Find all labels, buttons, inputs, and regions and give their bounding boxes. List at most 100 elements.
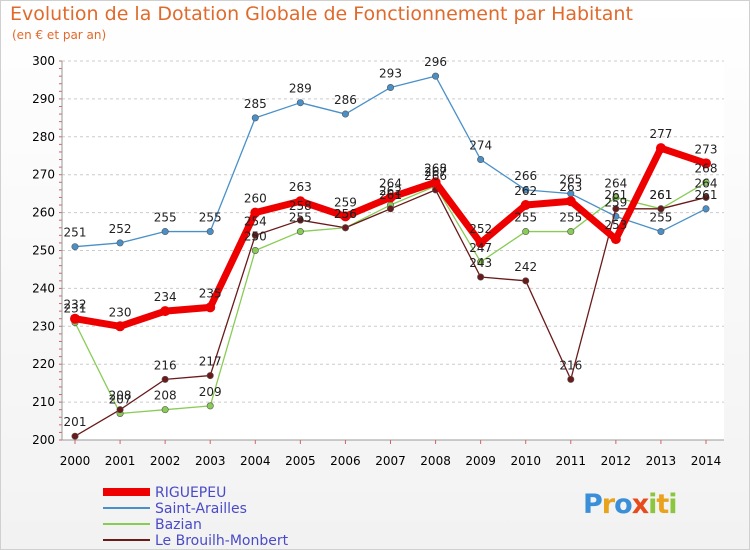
data-point — [477, 273, 485, 281]
data-label: 274 — [469, 139, 492, 153]
data-label: 234 — [154, 290, 177, 304]
data-point — [655, 143, 666, 154]
data-point — [160, 306, 171, 317]
data-label: 230 — [109, 305, 132, 319]
data-label: 261 — [695, 188, 718, 202]
data-point — [341, 110, 349, 118]
data-label: 263 — [559, 180, 582, 194]
data-point — [251, 231, 259, 239]
data-point — [522, 228, 530, 236]
data-point — [475, 237, 486, 248]
data-label: 201 — [64, 415, 87, 429]
data-label: 255 — [559, 211, 582, 225]
data-label: 264 — [604, 176, 627, 190]
data-point — [161, 375, 169, 383]
logo-letter: i — [668, 489, 677, 520]
data-point — [251, 247, 259, 255]
x-tick-label: 2011 — [556, 454, 587, 468]
data-point — [522, 277, 530, 285]
chart-title: Evolution de la Dotation Globale de Fonc… — [10, 3, 633, 25]
x-tick-label: 2009 — [465, 454, 496, 468]
y-tick-label: 280 — [32, 130, 55, 144]
data-point — [386, 84, 394, 92]
data-label: 255 — [514, 211, 537, 225]
data-label: 256 — [334, 207, 357, 221]
data-label: 251 — [64, 226, 87, 240]
data-label: 255 — [649, 211, 672, 225]
data-point — [205, 302, 216, 313]
data-point — [520, 200, 531, 211]
data-point — [295, 196, 306, 207]
legend-label: Bazian — [155, 517, 202, 533]
data-label: 289 — [289, 82, 312, 96]
x-tick-label: 2006 — [330, 454, 361, 468]
data-label: 261 — [649, 188, 672, 202]
data-label: 252 — [109, 222, 132, 236]
data-point — [250, 207, 261, 218]
data-label: 258 — [289, 199, 312, 213]
data-label: 216 — [154, 358, 177, 372]
chart-subtitle: (en € et par an) — [12, 28, 107, 42]
data-point — [206, 228, 214, 236]
data-label: 207 — [109, 392, 132, 406]
series-layer — [70, 72, 711, 440]
x-tick-label: 2014 — [691, 454, 722, 468]
data-label: 264 — [379, 176, 402, 190]
x-tick-label: 2008 — [420, 454, 451, 468]
data-point — [161, 228, 169, 236]
data-point — [702, 193, 710, 201]
data-label: 262 — [514, 184, 537, 198]
data-label: 247 — [469, 241, 492, 255]
data-point — [340, 211, 351, 222]
data-point — [610, 234, 621, 245]
data-label: 293 — [379, 67, 402, 81]
data-point — [385, 192, 396, 203]
logo-letter: x — [631, 489, 649, 520]
data-point — [71, 243, 79, 251]
legend-label: RIGUEPEU — [155, 485, 226, 501]
data-label: 208 — [109, 389, 132, 403]
data-point — [477, 156, 485, 164]
data-label: 231 — [64, 302, 87, 316]
data-point — [657, 205, 665, 213]
legend-label: Le Brouilh-Monbert — [155, 533, 289, 549]
x-tick-label: 2001 — [105, 454, 136, 468]
logo-letter: i — [648, 489, 657, 520]
x-tick-label: 2003 — [195, 454, 226, 468]
data-point — [161, 406, 169, 414]
data-label: 273 — [695, 142, 718, 156]
data-label: 261 — [649, 188, 672, 202]
data-point — [522, 186, 530, 194]
logo-letter: P — [583, 489, 603, 520]
data-point — [657, 228, 665, 236]
data-point — [701, 158, 711, 169]
data-point — [70, 313, 80, 324]
proxiti-logo: Proxiti — [583, 489, 678, 520]
data-point — [567, 375, 575, 383]
data-label: 268 — [424, 161, 447, 175]
axes: 200 210 220 230 240 250 260 270 280 290 300 2000 200… — [32, 54, 724, 468]
data-point — [565, 196, 576, 207]
y-tick-label: 240 — [32, 281, 55, 295]
data-label: 253 — [604, 218, 627, 232]
data-point — [115, 321, 126, 332]
data-label: 262 — [379, 184, 402, 198]
data-point — [567, 228, 575, 236]
data-label: 208 — [154, 389, 177, 403]
logo-letter: r — [601, 489, 615, 520]
data-label: 255 — [199, 211, 222, 225]
data-label: 264 — [695, 176, 718, 190]
data-label: 250 — [244, 230, 267, 244]
data-label: 266 — [514, 169, 537, 183]
data-point — [116, 406, 124, 414]
x-tick-label: 2010 — [510, 454, 541, 468]
data-label: 267 — [424, 165, 447, 179]
data-point — [71, 432, 79, 440]
data-label: 261 — [379, 188, 402, 202]
x-tick-label: 2002 — [150, 454, 181, 468]
data-point — [477, 258, 485, 266]
y-tick-label: 270 — [32, 168, 55, 182]
data-label: 242 — [514, 260, 537, 274]
logo-letter: t — [656, 489, 669, 520]
